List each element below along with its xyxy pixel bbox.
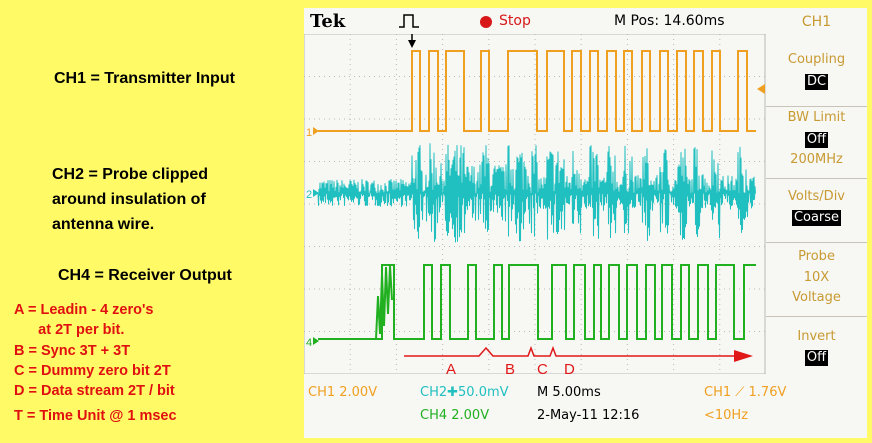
menu-divider	[766, 106, 867, 107]
ch2-note-line1: CH2 = Probe clipped	[52, 166, 209, 183]
acquisition-status: Stop	[499, 13, 531, 29]
ch2-bandwidth-icon: ✚	[447, 385, 459, 400]
ch2-note-line3: antenna wire.	[52, 216, 155, 233]
menu-divider	[766, 316, 867, 317]
annotation-bracket	[404, 345, 736, 357]
oscilloscope-screen: Tek Stop M Pos: 14.60ms CH1 A B C D 1 2 …	[304, 8, 867, 438]
waveform-display: A B C D 1 2 4	[304, 34, 766, 374]
legend-t: T = Time Unit @ 1 msec	[14, 408, 177, 424]
stop-icon	[480, 16, 492, 28]
rising-edge-icon: ⟋	[735, 385, 745, 400]
volts-div-value[interactable]: Coarse	[791, 210, 842, 226]
probe-label: Probe	[798, 249, 835, 264]
coupling-label: Coupling	[787, 52, 846, 67]
menu-divider	[766, 242, 867, 243]
coupling-value[interactable]: DC	[804, 74, 829, 90]
ch2-note-line2: around insulation of	[52, 191, 206, 208]
ch4-note: CH4 = Receiver Output	[58, 267, 232, 284]
menu-divider	[766, 178, 867, 179]
volts-div-label: Volts/Div	[787, 189, 845, 204]
ch1-note: CH1 = Transmitter Input	[54, 70, 235, 87]
invert-label: Invert	[797, 329, 836, 344]
brand-logo: Tek	[310, 11, 346, 32]
ch1-scale-readout: CH1 2.00V	[308, 385, 378, 400]
date-time-readout: 2-May-11 12:16	[537, 408, 640, 423]
probe-attenuation[interactable]: 10X	[803, 270, 830, 285]
legend-a1: A = Leadin - 4 zero's	[14, 302, 154, 318]
annotation-a: A	[446, 361, 456, 374]
annotation-d: D	[564, 361, 575, 374]
ch1-ground-marker: 1	[306, 127, 312, 139]
menu-channel-title: CH1	[801, 14, 832, 30]
annotation-b: B	[505, 361, 515, 374]
bw-limit-frequency: 200MHz	[790, 152, 843, 167]
bw-limit-label: BW Limit	[787, 110, 846, 125]
annotation-c: C	[537, 361, 548, 374]
ch2-scale-value: 50.0mV	[458, 385, 509, 400]
ch4-ground-marker: 4	[306, 337, 312, 349]
trigger-pulse-icon	[399, 14, 419, 28]
trigger-position-marker	[408, 40, 416, 48]
ch4-scale-readout: CH4 2.00V	[420, 408, 490, 423]
probe-type[interactable]: Voltage	[792, 290, 841, 305]
timebase-readout: M 5.00ms	[537, 385, 601, 400]
trigger-level: 1.76V	[748, 385, 787, 400]
trigger-frequency: <10Hz	[704, 408, 749, 423]
trigger-source: CH1	[704, 385, 732, 400]
ch4-trace	[318, 264, 756, 340]
annotation-arrow-head	[734, 350, 753, 362]
horizontal-position: M Pos: 14.60ms	[614, 13, 725, 29]
legend-a2: at 2T per bit.	[14, 322, 125, 338]
ch2-ground-marker: 2	[306, 189, 312, 201]
bw-limit-value[interactable]: Off	[804, 132, 829, 148]
legend-b: B = Sync 3T + 3T	[14, 343, 131, 359]
invert-value[interactable]: Off	[804, 350, 829, 366]
legend-d: D = Data stream 2T / bit	[14, 383, 175, 399]
legend-c: C = Dummy zero bit 2T	[14, 363, 171, 379]
ch1-trace	[318, 50, 756, 132]
ch2-scale-label: CH2	[420, 385, 448, 400]
trigger-level-marker	[757, 84, 765, 94]
ch2-trace	[317, 143, 756, 243]
